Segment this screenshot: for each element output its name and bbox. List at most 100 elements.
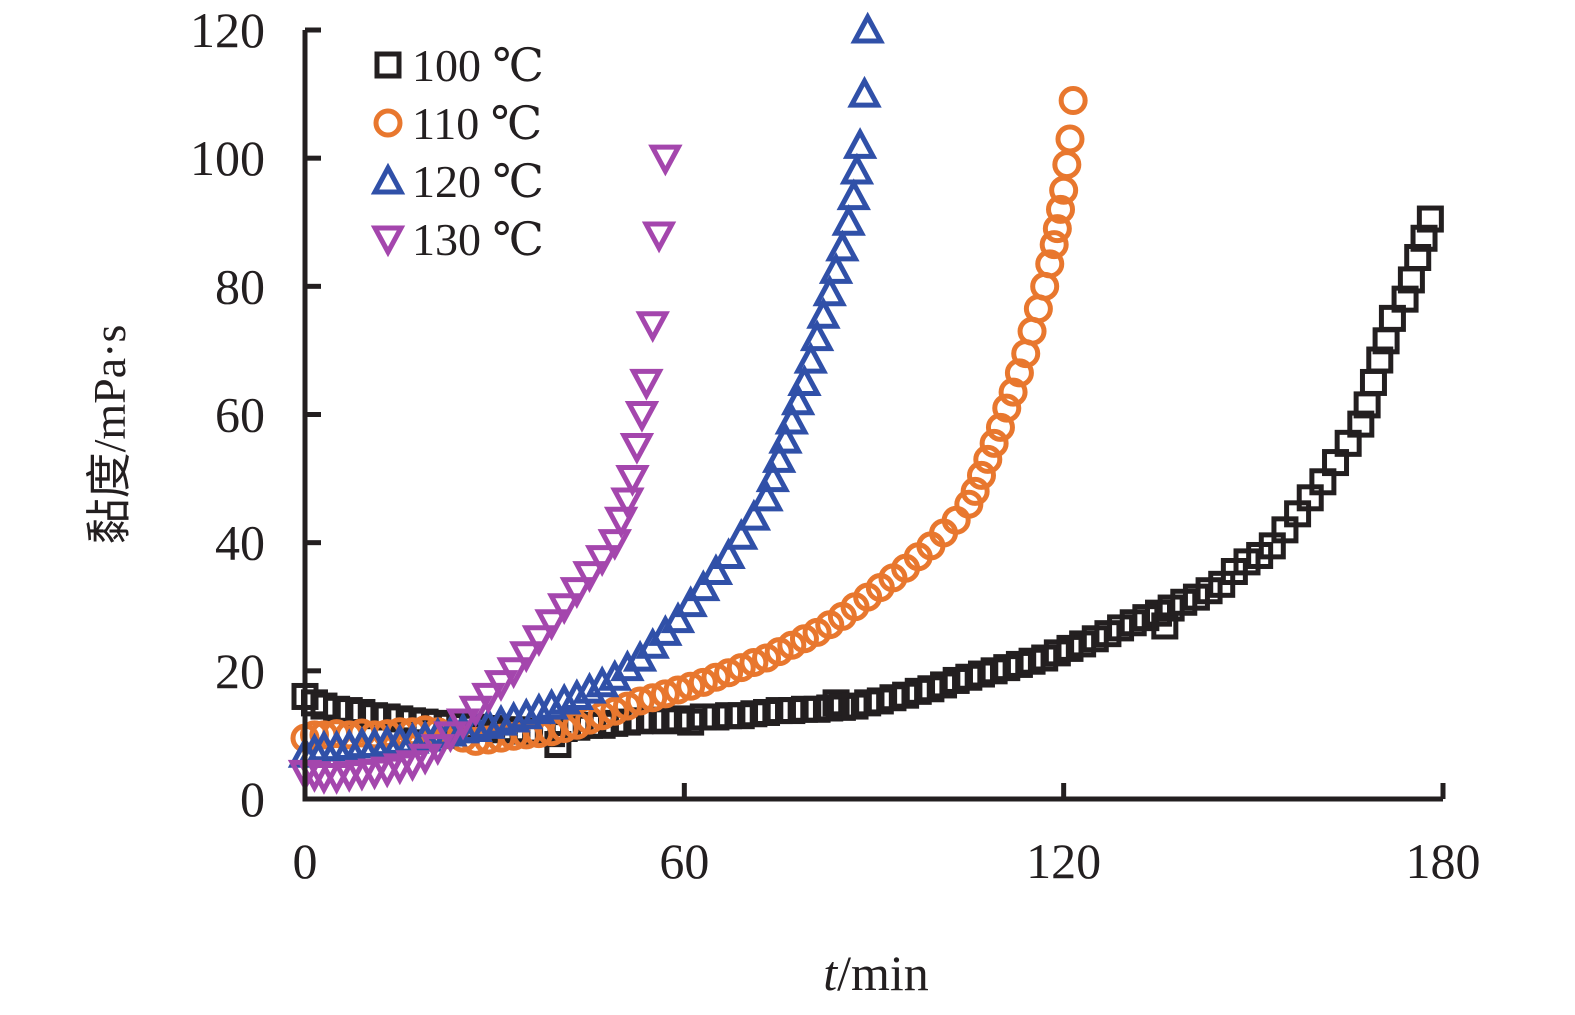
data-point: [836, 178, 871, 211]
data-point: [663, 675, 693, 705]
data-point: [850, 11, 885, 44]
data-point: [635, 311, 670, 344]
data-point: [787, 364, 822, 397]
data-point: [1055, 124, 1085, 154]
data-point: [641, 221, 677, 254]
data-point: [420, 734, 455, 766]
y-tick-label: 120: [190, 2, 265, 58]
data-point: [793, 341, 828, 374]
data-point: [629, 368, 664, 401]
data-point: [1404, 243, 1432, 271]
data-point: [822, 689, 850, 717]
data-point: [584, 665, 620, 698]
data-point: [774, 402, 810, 435]
data-point: [761, 441, 797, 473]
x-tick-label: 180: [1406, 833, 1481, 889]
data-point: [638, 683, 668, 713]
data-point: [842, 127, 878, 159]
data-point: [1366, 346, 1394, 374]
x-tick-label: 120: [1026, 833, 1101, 889]
legend-label: 110 ℃: [412, 98, 542, 149]
data-point: [711, 537, 746, 570]
data-point: [1039, 230, 1069, 260]
x-ticks: 0 60 120 180: [293, 783, 1481, 889]
data-point: [966, 460, 996, 490]
y-tick-label: 0: [240, 771, 265, 827]
data-point: [509, 641, 544, 674]
data-point: [559, 678, 595, 711]
data-point: [686, 569, 721, 602]
data-point: [660, 601, 696, 634]
data-point: [724, 518, 759, 550]
legend-marker: [374, 51, 402, 79]
data-point: [812, 274, 847, 307]
data-point: [799, 319, 835, 352]
data-point: [445, 708, 481, 741]
x-axis-title-unit: /min: [837, 945, 929, 1001]
data-point: [521, 625, 557, 658]
x-axis-title-italic: t: [823, 945, 838, 1001]
data-point: [584, 545, 620, 577]
data-point: [818, 252, 854, 284]
x-tick-label: 60: [659, 833, 709, 889]
data-point: [1391, 285, 1419, 313]
data-point: [839, 152, 875, 185]
legend-label: 130 ℃: [412, 214, 544, 265]
data-point: [780, 383, 816, 416]
data-point: [483, 670, 519, 702]
data-point: [587, 701, 617, 731]
data-point: [739, 648, 769, 678]
data-point: [534, 609, 569, 642]
data-point: [648, 144, 683, 177]
data-point: [395, 750, 430, 783]
y-tick-label: 40: [215, 515, 265, 571]
data-point: [496, 657, 531, 690]
y-tick-label: 20: [215, 643, 265, 699]
data-point: [676, 671, 706, 701]
x-tick-label: 0: [293, 833, 318, 889]
data-point: [1359, 368, 1387, 396]
data-point: [1052, 150, 1082, 180]
data-point: [624, 400, 660, 433]
series-square: [291, 205, 1444, 759]
data-point: [960, 476, 990, 506]
data-point: [806, 296, 841, 329]
legend: 100 ℃ 110 ℃ 120 ℃ 130 ℃: [370, 40, 544, 265]
data-point: [650, 679, 680, 709]
data-point: [831, 203, 866, 236]
legend-marker: [370, 162, 406, 195]
data-point: [433, 721, 468, 754]
data-point: [992, 393, 1022, 423]
data-point: [1035, 249, 1065, 279]
data-point: [1416, 205, 1444, 233]
data-point: [701, 662, 731, 692]
plot-area: [287, 11, 1444, 795]
data-point: [619, 432, 655, 465]
data-point: [471, 682, 506, 715]
data-point: [625, 686, 655, 716]
legend-marker: [373, 108, 403, 138]
data-point: [610, 487, 645, 520]
data-point: [973, 444, 1003, 474]
data-point: [673, 585, 708, 618]
data-point: [1410, 224, 1438, 252]
data-point: [603, 506, 639, 539]
data-point: [768, 421, 803, 454]
data-point: [1347, 410, 1375, 438]
y-tick-label: 100: [190, 130, 265, 186]
data-point: [755, 460, 791, 493]
data-point: [458, 695, 493, 728]
data-point: [979, 428, 1009, 458]
y-tick-label: 60: [215, 387, 265, 443]
data-point: [847, 75, 882, 108]
data-point: [825, 229, 860, 262]
legend-label: 100 ℃: [412, 40, 544, 91]
legend-label: 120 ℃: [412, 156, 544, 207]
x-axis-title: t/min: [823, 945, 929, 1001]
data-point: [698, 553, 734, 586]
series-triangle-down: [287, 144, 683, 795]
y-tick-label: 80: [215, 258, 265, 314]
y-axis-title: 黏度/mPa·s: [84, 325, 135, 545]
legend-marker: [370, 225, 406, 258]
